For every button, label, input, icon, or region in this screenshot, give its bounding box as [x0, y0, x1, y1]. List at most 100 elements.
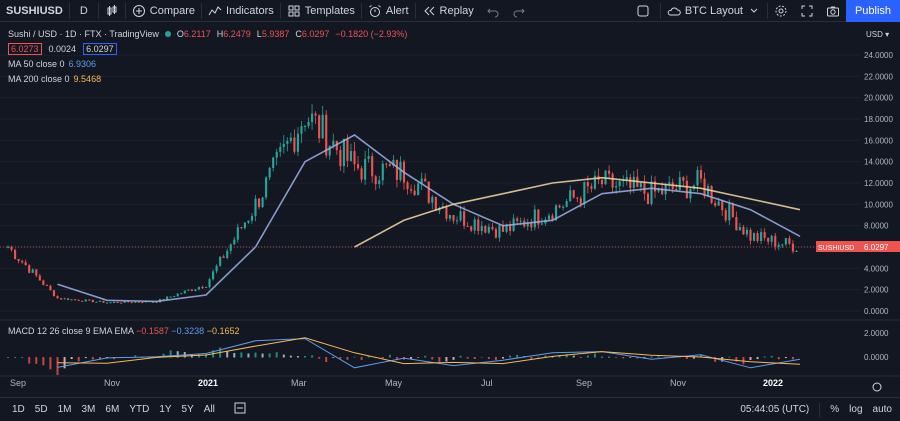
- macd-histogram-bar: [254, 352, 257, 358]
- candle: [31, 269, 34, 273]
- candle: [653, 181, 657, 192]
- macd-histogram-bar: [749, 357, 752, 360]
- macd-histogram-bar: [579, 357, 582, 358]
- goto-date-button[interactable]: [228, 401, 252, 418]
- range-all-button[interactable]: All: [203, 404, 215, 415]
- plus-circle-icon: [132, 4, 146, 18]
- range-ytd-button[interactable]: YTD: [129, 404, 150, 415]
- macd-histogram-bar: [473, 357, 476, 359]
- layout-select-button[interactable]: [626, 0, 660, 22]
- candle: [703, 178, 706, 197]
- separator: [767, 2, 768, 19]
- fullscreen-button[interactable]: [794, 0, 820, 22]
- candle: [547, 215, 551, 220]
- candle: [63, 298, 66, 300]
- candle: [646, 193, 650, 204]
- buy-price-button[interactable]: 6.0297: [83, 43, 117, 55]
- alert-button[interactable]: Alert: [362, 0, 415, 22]
- templates-button[interactable]: Templates: [281, 0, 361, 22]
- publish-button[interactable]: Publish: [846, 0, 900, 22]
- candle: [406, 182, 409, 190]
- bottom-right: 05:44:05 (UTC) % log auto: [740, 402, 900, 417]
- ohlc-high: H6.2479: [216, 29, 251, 39]
- candle: [777, 244, 780, 247]
- candle: [498, 225, 501, 238]
- range-6m-button[interactable]: 6M: [105, 404, 120, 415]
- candle: [254, 198, 257, 216]
- macd-histogram-bar: [636, 357, 639, 359]
- candle: [364, 158, 367, 180]
- undo-button[interactable]: [480, 0, 506, 22]
- macd-histogram-bar: [98, 357, 101, 360]
- macd-legend[interactable]: MACD 12 26 close 9 EMA EMA −0.1587 −0.32…: [8, 326, 240, 336]
- candle: [752, 233, 756, 241]
- candle: [367, 156, 370, 159]
- range-1m-button[interactable]: 1M: [57, 404, 72, 415]
- redo-button[interactable]: [506, 0, 532, 22]
- time-axis[interactable]: Sep Nov 2021 Mar May Jul Sep Nov 2022: [0, 378, 860, 392]
- candle: [38, 275, 41, 281]
- price-chart[interactable]: 24.0000 22.0000 20.0000 18.0000 16.0000 14.00…: [0, 0, 900, 397]
- macd-histogram-bar: [608, 356, 611, 358]
- macd-histogram-bar: [664, 357, 667, 358]
- snapshot-button[interactable]: [820, 0, 846, 22]
- separator: [201, 2, 203, 19]
- candle: [434, 196, 437, 211]
- price-tick-label: 24.0000: [864, 51, 893, 60]
- clock[interactable]: 05:44:05 (UTC): [740, 404, 810, 415]
- range-5y-button[interactable]: 5Y: [181, 404, 194, 415]
- macd-histogram-bar: [134, 355, 137, 358]
- candle: [385, 163, 388, 165]
- last-symbol-badge: [816, 241, 860, 252]
- price-tick-label: 4.0000: [864, 264, 889, 273]
- candle: [554, 205, 558, 221]
- candle: [194, 289, 197, 291]
- macd-histogram-bar: [601, 356, 603, 358]
- percent-scale-button[interactable]: %: [830, 404, 840, 415]
- candle: [424, 178, 427, 182]
- candle: [629, 177, 632, 188]
- candle: [250, 215, 254, 221]
- separator: [97, 2, 99, 19]
- layout-name-button[interactable]: BTC Layout: [661, 0, 767, 22]
- last-symbol-label: SUSHIUSD: [818, 245, 854, 252]
- ma50-legend[interactable]: MA 50 close 0 6.9306: [8, 59, 407, 71]
- candle: [371, 156, 374, 177]
- auto-scale-button[interactable]: auto: [872, 404, 892, 415]
- symbol-search[interactable]: SUSHIUSD: [6, 4, 63, 17]
- settings-button[interactable]: [768, 0, 794, 22]
- candle: [413, 190, 416, 196]
- log-scale-button[interactable]: log: [849, 404, 863, 415]
- candle: [745, 229, 749, 235]
- price-tick-label: 18.0000: [864, 115, 893, 124]
- candle: [491, 226, 494, 230]
- range-3m-button[interactable]: 3M: [81, 404, 96, 415]
- interval-button[interactable]: D: [79, 4, 88, 17]
- replay-button[interactable]: Replay: [416, 0, 480, 22]
- candle: [738, 227, 741, 231]
- macd-histogram-bar: [728, 356, 731, 358]
- macd-histogram-bar: [502, 357, 504, 359]
- compare-button[interactable]: Compare: [126, 0, 201, 22]
- macd-histogram-bar: [784, 357, 787, 359]
- macd-histogram-bar: [56, 357, 59, 376]
- time-label: Nov: [670, 378, 687, 388]
- candle: [615, 186, 618, 188]
- range-1d-button[interactable]: 1D: [12, 404, 25, 415]
- sell-price-button[interactable]: 6.0273: [8, 43, 42, 55]
- ma200-legend[interactable]: MA 200 close 0 9.5468: [8, 74, 407, 86]
- axis-settings-icon[interactable]: [872, 382, 882, 392]
- candle-style-button[interactable]: [99, 0, 125, 22]
- candle: [229, 244, 232, 251]
- candle: [572, 190, 575, 198]
- indicators-button[interactable]: Indicators: [202, 0, 280, 22]
- separator: [68, 2, 70, 19]
- range-1y-button[interactable]: 1Y: [159, 404, 172, 415]
- candle: [42, 280, 45, 285]
- alarm-clock-icon: [368, 4, 382, 18]
- templates-label: Templates: [304, 4, 355, 17]
- macd-histogram-bar: [21, 357, 24, 358]
- symbol-title[interactable]: Sushi / USD · 1D · FTX · TradingView: [8, 29, 159, 39]
- range-5d-button[interactable]: 5D: [34, 404, 48, 415]
- candle: [130, 302, 133, 304]
